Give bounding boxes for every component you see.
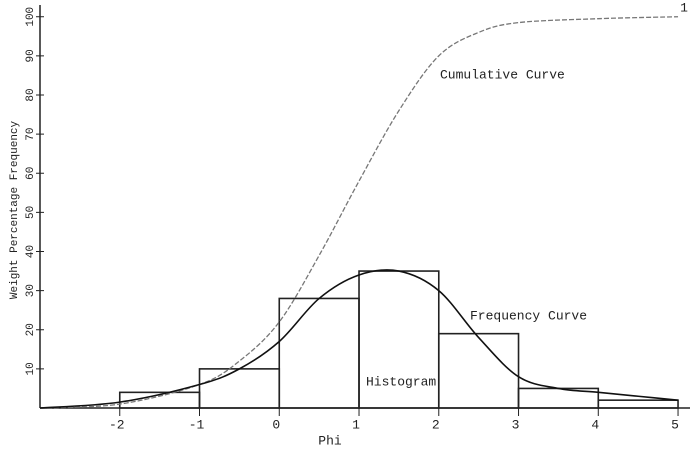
y-axis-label: Weight Percentage Frequency: [9, 120, 21, 299]
x-tick-label: -2: [109, 417, 125, 432]
y-tick-label: 80: [25, 88, 37, 101]
x-tick-label: 4: [591, 417, 599, 432]
histogram-label: Histogram: [366, 374, 436, 389]
y-tick-label: 60: [25, 167, 37, 180]
x-tick-label: 0: [272, 417, 280, 432]
x-tick-label: 5: [671, 417, 679, 432]
y-tick-label: 40: [25, 245, 37, 258]
histogram-bar: [278, 297, 360, 409]
x-axis-label: Phi: [318, 433, 342, 448]
histogram-bar: [198, 368, 281, 409]
y-tick-label: 100: [25, 7, 37, 27]
page-number: 1: [680, 0, 688, 15]
x-tick-label: 2: [432, 417, 440, 432]
curve-label: Frequency Curve: [470, 308, 587, 323]
y-tick-label: 20: [25, 323, 37, 336]
y-tick-label: 90: [25, 49, 37, 62]
curve-label: Cumulative Curve: [440, 67, 565, 82]
curve: [39, 269, 679, 409]
histogram-bar: [597, 399, 679, 409]
y-tick-label: 70: [25, 128, 37, 141]
x-tick-label: -1: [189, 417, 205, 432]
x-tick-label: 1: [352, 417, 360, 432]
histogram-bar: [437, 332, 520, 409]
x-tick-label: 3: [512, 417, 520, 432]
y-tick-label: 10: [25, 362, 37, 375]
y-tick-label: 50: [25, 206, 37, 219]
y-tick-label: 30: [25, 284, 37, 297]
